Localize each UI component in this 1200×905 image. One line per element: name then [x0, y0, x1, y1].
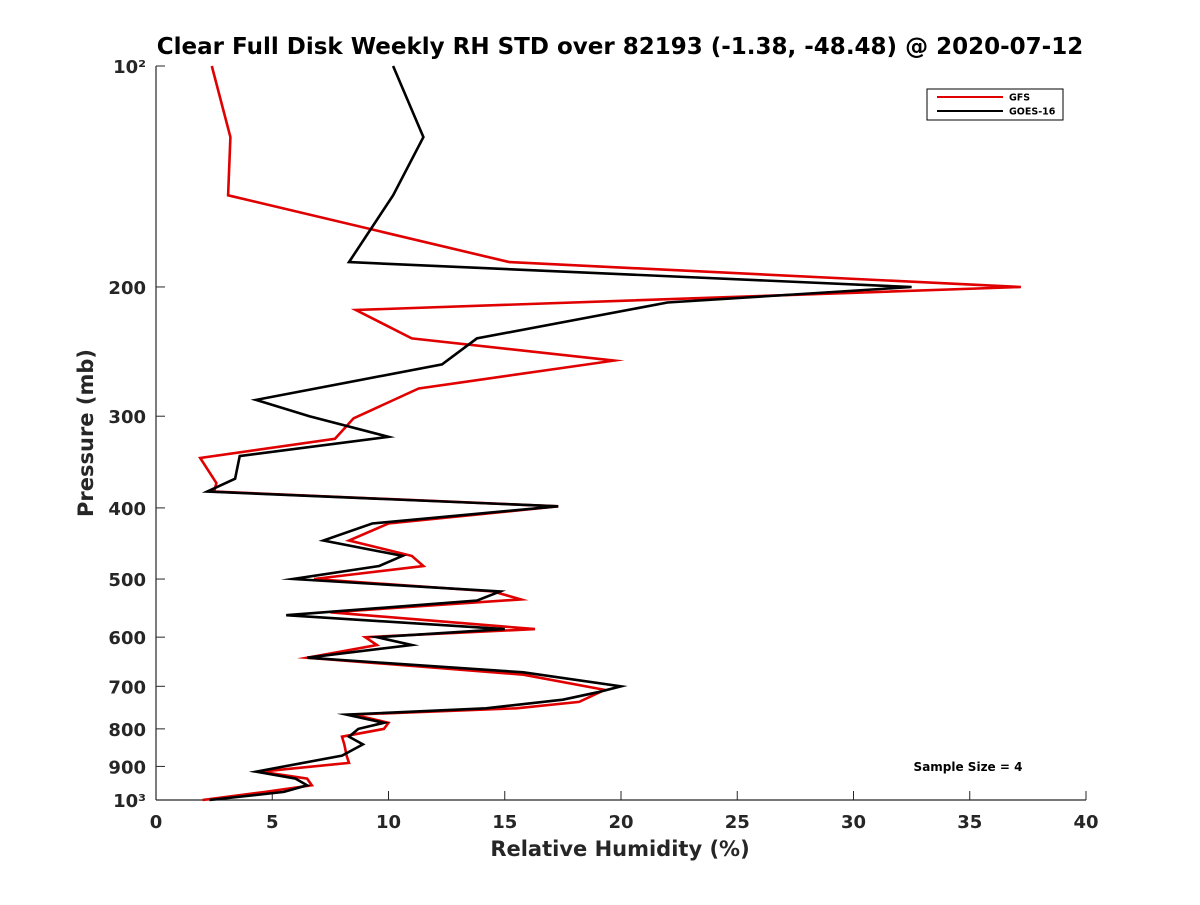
series-lines — [198, 65, 1021, 802]
legend-label-goes16: GOES-16 — [1009, 107, 1056, 118]
legend-box — [926, 88, 1064, 121]
x-tick-label: 15 — [492, 812, 517, 833]
y-tick-label: 500 — [108, 570, 146, 591]
x-tick-label: 10 — [376, 812, 401, 833]
series-line-goes16 — [201, 65, 912, 802]
y-tick-label: 800 — [108, 720, 146, 741]
x-tick-label: 30 — [841, 812, 866, 833]
x-tick-label: 0 — [150, 812, 163, 833]
legend: GFS GOES-16 — [926, 88, 1064, 121]
y-tick-label: 200 — [108, 278, 146, 299]
y-axis-label: Pressure (mb) — [74, 349, 98, 517]
y-tick-label: 400 — [108, 499, 146, 520]
x-tick-label: 35 — [957, 812, 982, 833]
x-tick-label: 40 — [1073, 812, 1098, 833]
legend-label-gfs: GFS — [1009, 93, 1030, 104]
y-tick-label: 10³ — [113, 791, 146, 812]
y-tick-label: 10² — [113, 57, 146, 78]
x-tick-label: 5 — [266, 812, 279, 833]
y-tick-label: 300 — [108, 407, 146, 428]
x-axis-label: Relative Humidity (%) — [490, 837, 749, 861]
sample-size-annotation: Sample Size = 4 — [914, 760, 1023, 774]
x-tick-label: 20 — [608, 812, 633, 833]
y-tick-label: 700 — [108, 677, 146, 698]
chart-title: Clear Full Disk Weekly RH STD over 82193… — [157, 34, 1083, 60]
axes: 0 5 10 15 20 25 30 35 40 10² 200 300 400 500 600 700 800… — [108, 57, 1098, 833]
y-tick-label: 900 — [108, 757, 146, 778]
x-tick-label: 25 — [725, 812, 750, 833]
y-tick-label: 600 — [108, 628, 146, 649]
series-line-gfs — [198, 65, 1021, 802]
